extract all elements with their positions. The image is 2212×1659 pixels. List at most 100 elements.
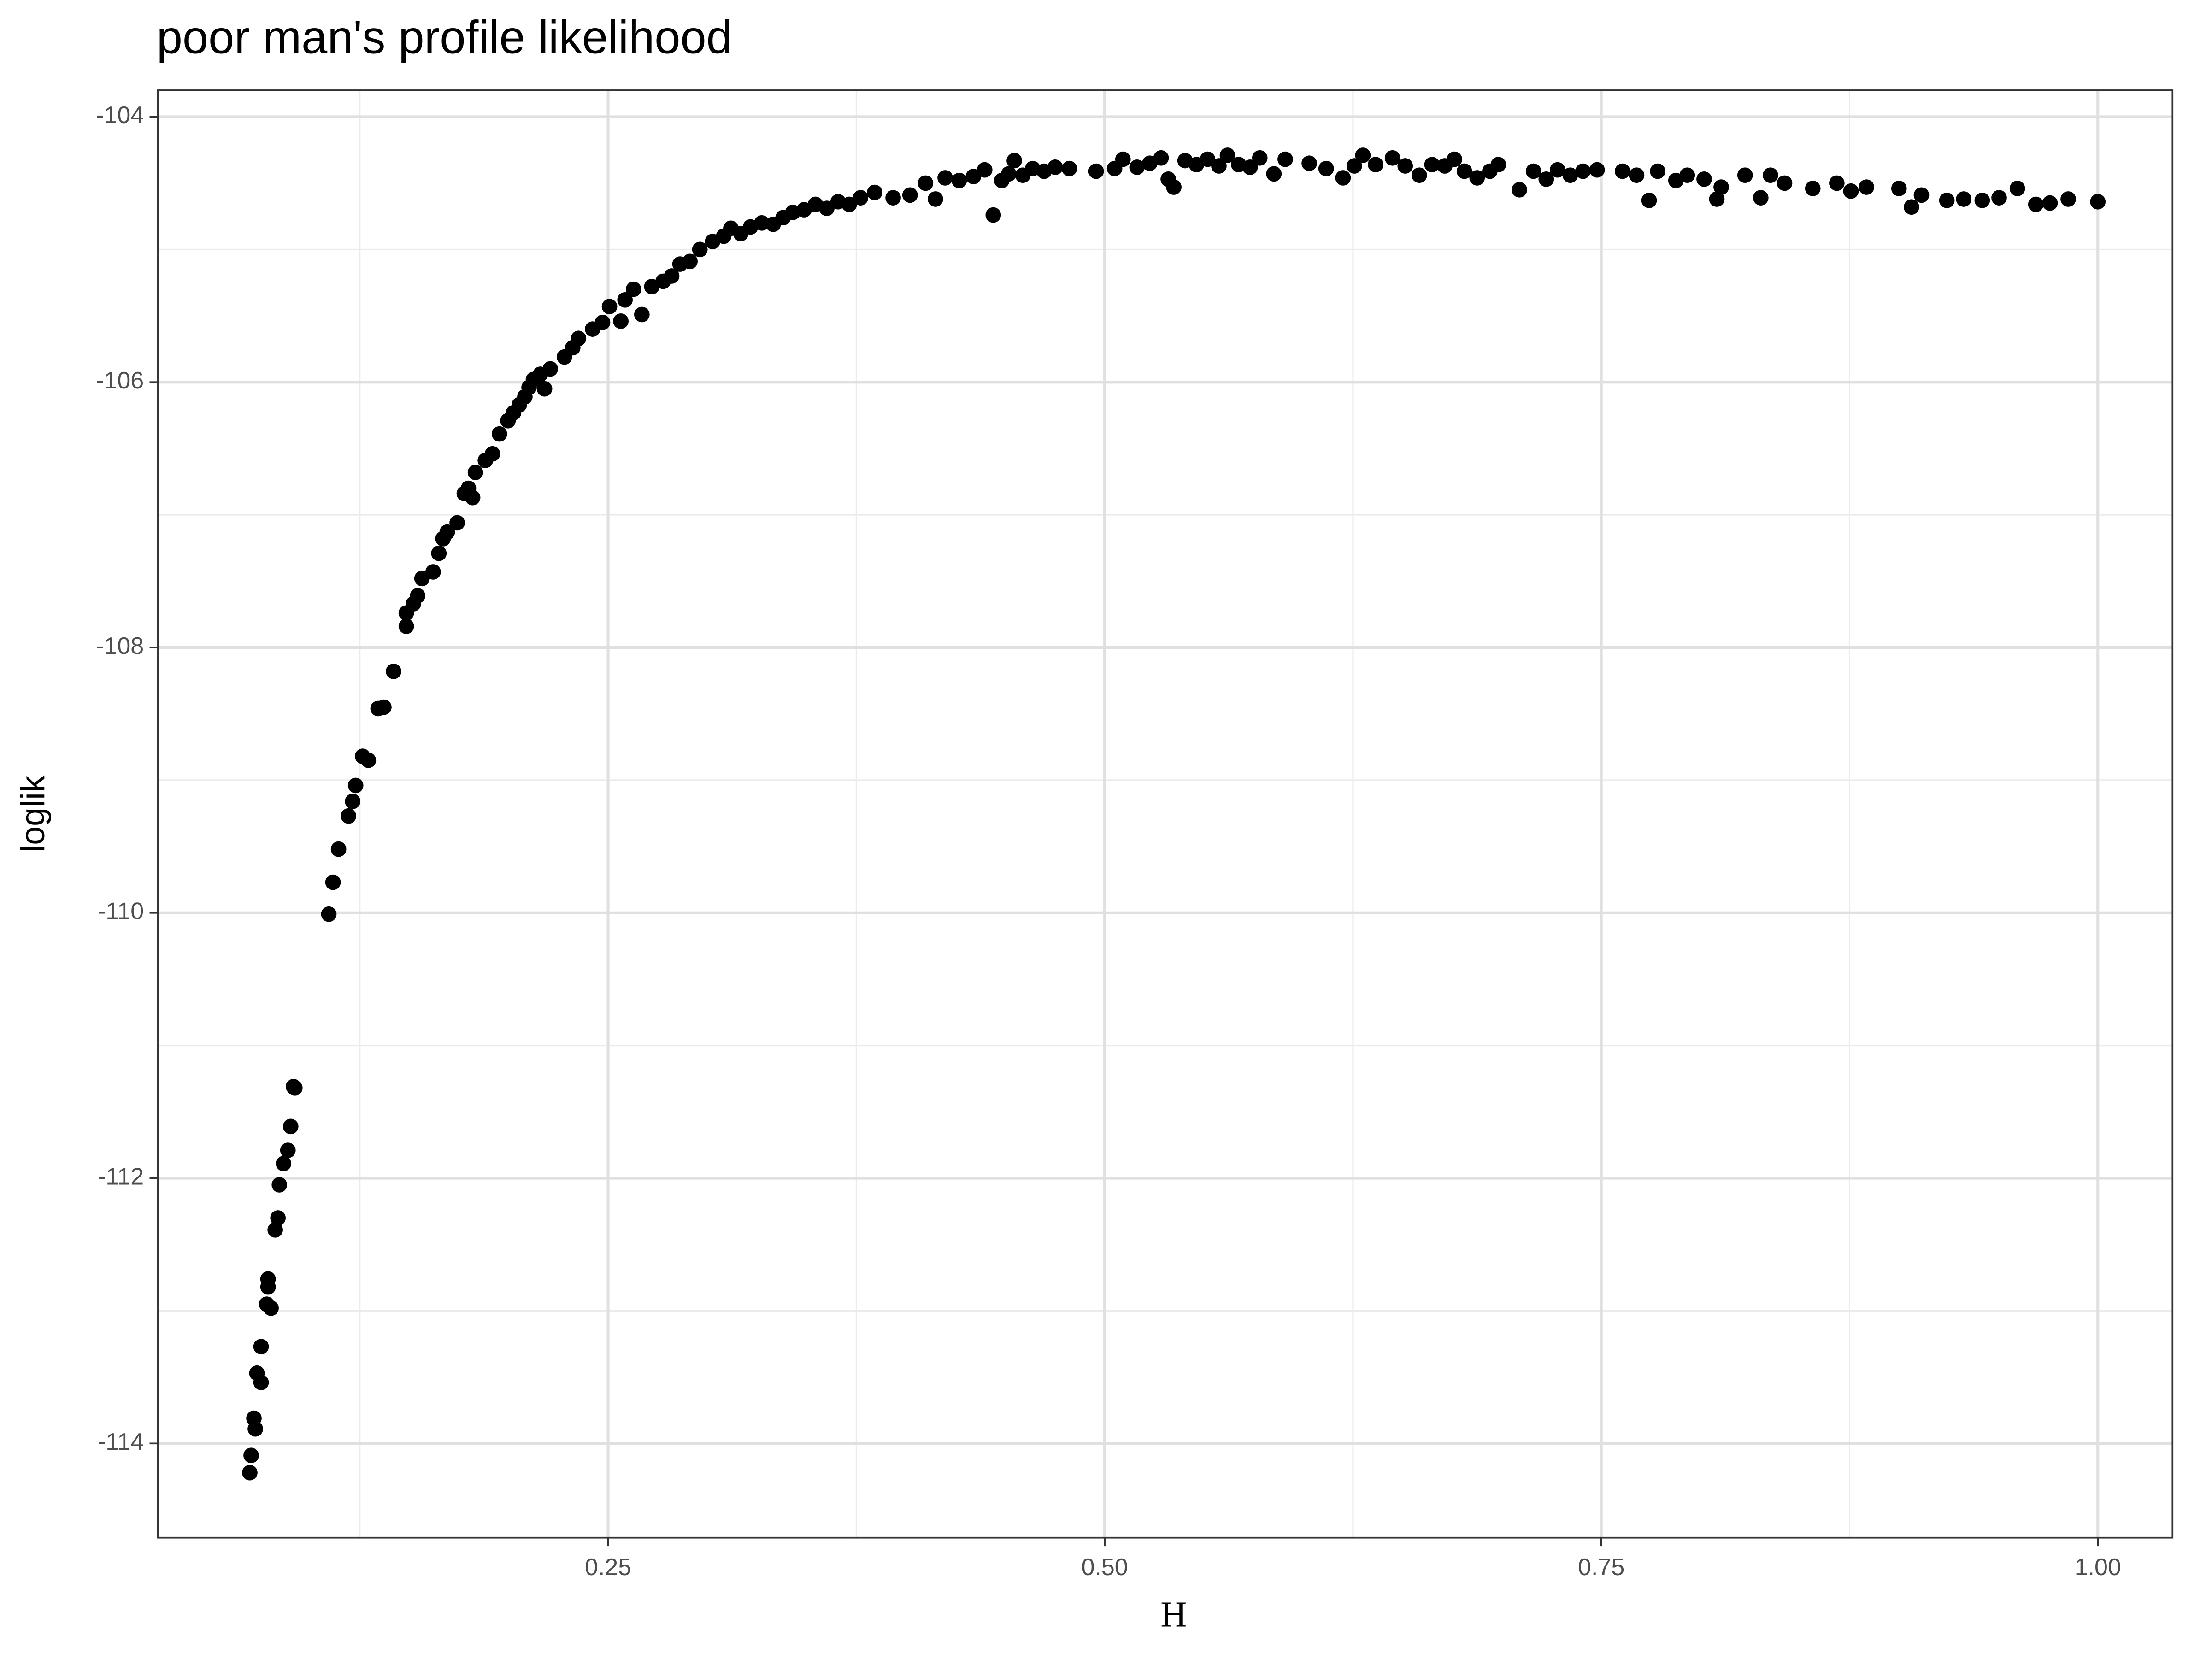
point	[325, 874, 341, 890]
y-tick-label: -108	[96, 633, 144, 659]
point	[902, 187, 918, 203]
point	[242, 1465, 258, 1481]
y-tick-label: -106	[96, 367, 144, 394]
point	[345, 794, 361, 809]
point	[819, 200, 835, 216]
point	[1006, 153, 1022, 169]
point	[634, 306, 650, 323]
y-axis-label: loglik	[13, 775, 52, 853]
point	[1763, 167, 1778, 183]
grid	[158, 90, 2173, 1538]
point	[1991, 190, 2007, 206]
point	[267, 1222, 283, 1238]
point	[276, 1156, 292, 1171]
point	[1266, 166, 1282, 182]
point	[1277, 151, 1293, 167]
point	[1252, 150, 1268, 166]
point	[1153, 150, 1169, 166]
point	[1562, 167, 1578, 183]
point	[410, 588, 426, 604]
point	[1001, 166, 1017, 182]
y-tick-label: -114	[98, 1429, 144, 1455]
point	[1805, 181, 1821, 196]
point	[1956, 191, 1972, 207]
point	[1088, 163, 1104, 179]
point	[270, 1210, 286, 1226]
point	[625, 281, 641, 297]
point	[1355, 147, 1371, 163]
point	[985, 207, 1001, 223]
point	[841, 196, 857, 212]
point	[1200, 151, 1216, 167]
point	[439, 524, 455, 540]
point	[465, 489, 481, 506]
point	[853, 190, 869, 206]
point	[1904, 199, 1919, 215]
point	[1777, 175, 1793, 191]
x-axis-label: H	[1160, 1594, 1187, 1635]
point	[937, 170, 953, 186]
y-tick-label: -104	[96, 102, 144, 129]
x-tick-label: 0.75	[1578, 1554, 1624, 1581]
point	[376, 699, 392, 715]
point	[1047, 159, 1063, 175]
point	[2009, 181, 2025, 196]
point	[1843, 183, 1859, 199]
point	[1397, 158, 1413, 174]
point	[2028, 196, 2044, 212]
point	[1166, 179, 1182, 195]
point	[692, 241, 708, 258]
point	[386, 664, 401, 679]
point	[2060, 191, 2076, 207]
point	[1347, 158, 1362, 174]
point	[1490, 157, 1506, 172]
point	[360, 752, 377, 768]
point	[431, 545, 447, 561]
point	[1412, 167, 1427, 183]
point	[1939, 193, 1955, 208]
point	[1335, 170, 1351, 186]
panel-border	[157, 89, 2174, 1539]
point	[1424, 157, 1440, 172]
point	[341, 808, 357, 824]
point	[1242, 159, 1258, 175]
point	[271, 1177, 288, 1193]
point	[1829, 175, 1845, 191]
point	[282, 1118, 299, 1135]
point	[280, 1142, 296, 1158]
point	[484, 446, 500, 462]
point	[617, 292, 633, 308]
point	[594, 314, 611, 330]
point	[347, 777, 364, 794]
point	[253, 1339, 269, 1355]
point	[1614, 163, 1630, 179]
point	[1219, 147, 1235, 163]
point	[1447, 151, 1462, 167]
point	[330, 841, 347, 857]
point	[425, 564, 441, 580]
point	[1368, 157, 1383, 172]
point	[467, 465, 483, 480]
point	[1974, 193, 1990, 208]
point	[1538, 171, 1554, 187]
point	[1550, 162, 1565, 178]
point	[1859, 179, 1874, 195]
point	[247, 1421, 263, 1437]
point	[542, 361, 558, 377]
point	[1456, 163, 1472, 179]
y-tick-label: -112	[98, 1163, 144, 1190]
point	[682, 253, 698, 270]
point	[1696, 171, 1712, 187]
point	[1115, 151, 1131, 167]
point	[1891, 181, 1907, 196]
point	[287, 1080, 303, 1096]
point	[1301, 155, 1317, 171]
point	[1679, 167, 1695, 183]
point	[918, 175, 934, 191]
y-tick-label: -110	[98, 898, 144, 925]
point	[1629, 167, 1645, 183]
points	[242, 147, 2106, 1481]
point	[1709, 191, 1725, 207]
